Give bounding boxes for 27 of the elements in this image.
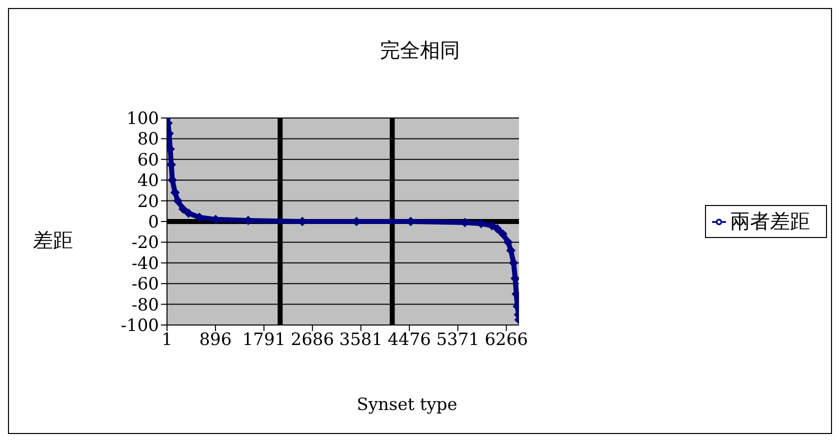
y-tick-label: -100 [120,316,159,336]
point [492,224,502,234]
x-axis-title: Synset type [356,395,458,415]
y-tick-label: -80 [132,295,159,316]
y-axis-title: 差距 [33,227,73,254]
x-tick-label: 896 [199,330,232,350]
x-tick-label: 5371 [436,330,480,350]
x-tick-label: 6266 [484,330,528,350]
chart-title: 完全相同 [379,37,461,64]
y-tick-label: 60 [137,150,159,170]
x-tick-label: 2686 [290,330,334,350]
y-tick-label: 100 [126,109,159,130]
point [498,229,508,238]
x-tick-label: 3581 [339,330,383,350]
y-tick-label: -20 [132,233,159,254]
y-tick-label: -60 [132,274,159,295]
y-tick-label: 40 [137,171,159,192]
x-tick-label: 1 [162,330,172,350]
y-tick-label: -40 [132,254,159,274]
x-tick-label: 4476 [388,330,432,350]
x-tick-label: 1791 [242,330,286,350]
point [178,204,188,214]
y-tick-label: 20 [137,192,159,212]
legend-label: 兩者差距 [730,208,810,232]
y-tick-label: 80 [137,130,159,150]
y-tick-label: 0 [148,212,159,233]
point [504,238,513,247]
